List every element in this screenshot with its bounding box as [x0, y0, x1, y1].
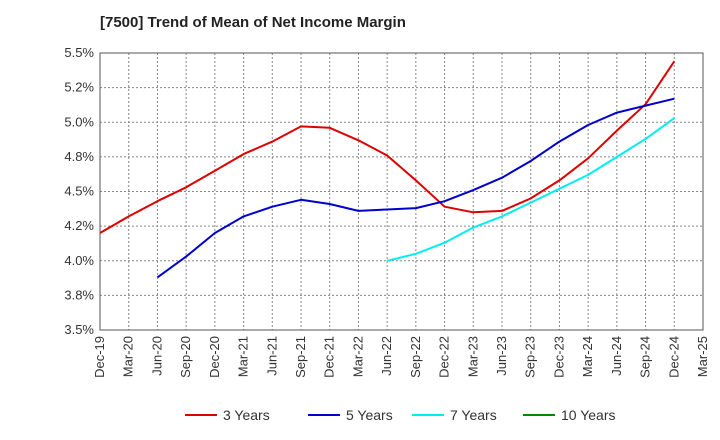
x-tick-label: Sep-21 [293, 336, 308, 378]
series-line-7-years [386, 117, 675, 262]
x-tick-label: Mar-20 [121, 336, 136, 377]
x-tick-label: Jun-24 [609, 336, 624, 376]
x-tick-label: Mar-23 [465, 336, 480, 377]
x-tick-label: Dec-23 [551, 336, 566, 378]
legend-label: 5 Years [346, 407, 393, 423]
legend-label: 3 Years [223, 407, 270, 423]
y-tick-label: 3.8% [64, 287, 94, 302]
x-tick-label: Dec-24 [666, 336, 681, 378]
x-tick-label: Mar-21 [236, 336, 251, 377]
x-tick-label: Sep-23 [523, 336, 538, 378]
y-tick-label: 5.5% [64, 45, 94, 60]
axes: 3.5% 3.8% 4.0% 4.2% 4.5% 4.8% 5.0% 5.2% 5.5% Dec-… [64, 45, 710, 378]
x-tick-label: Sep-22 [408, 336, 423, 378]
chart-title: [7500] Trend of Mean of Net Income Margi… [100, 14, 406, 31]
plot-border [99, 52, 704, 331]
series-line-3-years [99, 60, 676, 234]
y-tick-label: 5.0% [64, 114, 94, 129]
x-tick-label: Jun-21 [264, 336, 279, 376]
x-tick-label: Mar-22 [350, 336, 365, 377]
x-tick-label: Dec-19 [92, 336, 107, 378]
y-tick-label: 4.2% [64, 218, 94, 233]
y-tick-label: 4.0% [64, 253, 94, 268]
x-tick-label: Sep-24 [638, 336, 653, 378]
y-tick-label: 5.2% [64, 80, 94, 95]
y-tick-label: 4.5% [64, 184, 94, 199]
y-tick-label: 4.8% [64, 149, 94, 164]
series-group [99, 60, 676, 279]
x-tick-label: Jun-20 [149, 336, 164, 376]
x-tick-label: Mar-24 [580, 336, 595, 377]
x-tick-label: Dec-21 [322, 336, 337, 378]
legend-label: 10 Years [561, 407, 616, 423]
legend-label: 7 Years [450, 407, 497, 423]
series-line-5-years [156, 97, 675, 279]
y-tick-label: 3.5% [64, 322, 94, 337]
x-tick-label: Mar-25 [695, 336, 710, 377]
x-tick-label: Sep-20 [178, 336, 193, 378]
x-tick-label: Jun-23 [494, 336, 509, 376]
legend: 3 Years 5 Years 7 Years 10 Years [185, 407, 616, 423]
x-tick-label: Dec-22 [437, 336, 452, 378]
x-tick-label: Dec-20 [207, 336, 222, 378]
x-tick-label: Jun-22 [379, 336, 394, 376]
